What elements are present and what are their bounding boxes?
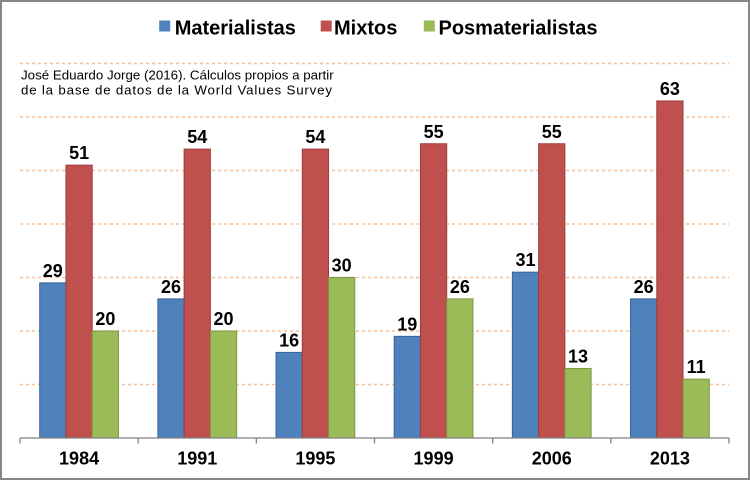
svg-text:11: 11 bbox=[687, 357, 706, 377]
svg-text:26: 26 bbox=[161, 277, 181, 297]
svg-text:26: 26 bbox=[634, 277, 654, 297]
svg-text:55: 55 bbox=[424, 122, 444, 142]
svg-text:13: 13 bbox=[568, 346, 588, 366]
svg-text:20: 20 bbox=[95, 309, 115, 329]
svg-text:26: 26 bbox=[450, 277, 470, 297]
svg-text:de la base de datos de la Worl: de la base de datos de la World Values S… bbox=[21, 82, 332, 97]
svg-text:1984: 1984 bbox=[59, 449, 99, 469]
svg-text:19: 19 bbox=[397, 314, 417, 334]
svg-text:Materialistas: Materialistas bbox=[175, 18, 296, 40]
svg-text:2013: 2013 bbox=[650, 449, 690, 469]
svg-text:30: 30 bbox=[332, 256, 352, 276]
svg-text:1995: 1995 bbox=[295, 449, 335, 469]
svg-text:31: 31 bbox=[515, 250, 535, 270]
svg-text:20: 20 bbox=[213, 309, 233, 329]
svg-text:Mixtos: Mixtos bbox=[334, 18, 397, 40]
svg-text:2006: 2006 bbox=[532, 449, 572, 469]
svg-text:José Eduardo Jorge (2016). Cál: José Eduardo Jorge (2016). Cálculos prop… bbox=[21, 67, 334, 82]
svg-text:63: 63 bbox=[660, 79, 680, 99]
svg-text:Posmaterialistas: Posmaterialistas bbox=[439, 18, 598, 40]
svg-text:55: 55 bbox=[542, 122, 562, 142]
svg-text:16: 16 bbox=[279, 330, 299, 350]
svg-text:1991: 1991 bbox=[177, 449, 217, 469]
svg-text:29: 29 bbox=[43, 261, 63, 281]
svg-text:54: 54 bbox=[187, 127, 207, 147]
svg-text:51: 51 bbox=[69, 143, 89, 163]
svg-text:54: 54 bbox=[305, 127, 325, 147]
svg-text:1999: 1999 bbox=[414, 449, 454, 469]
